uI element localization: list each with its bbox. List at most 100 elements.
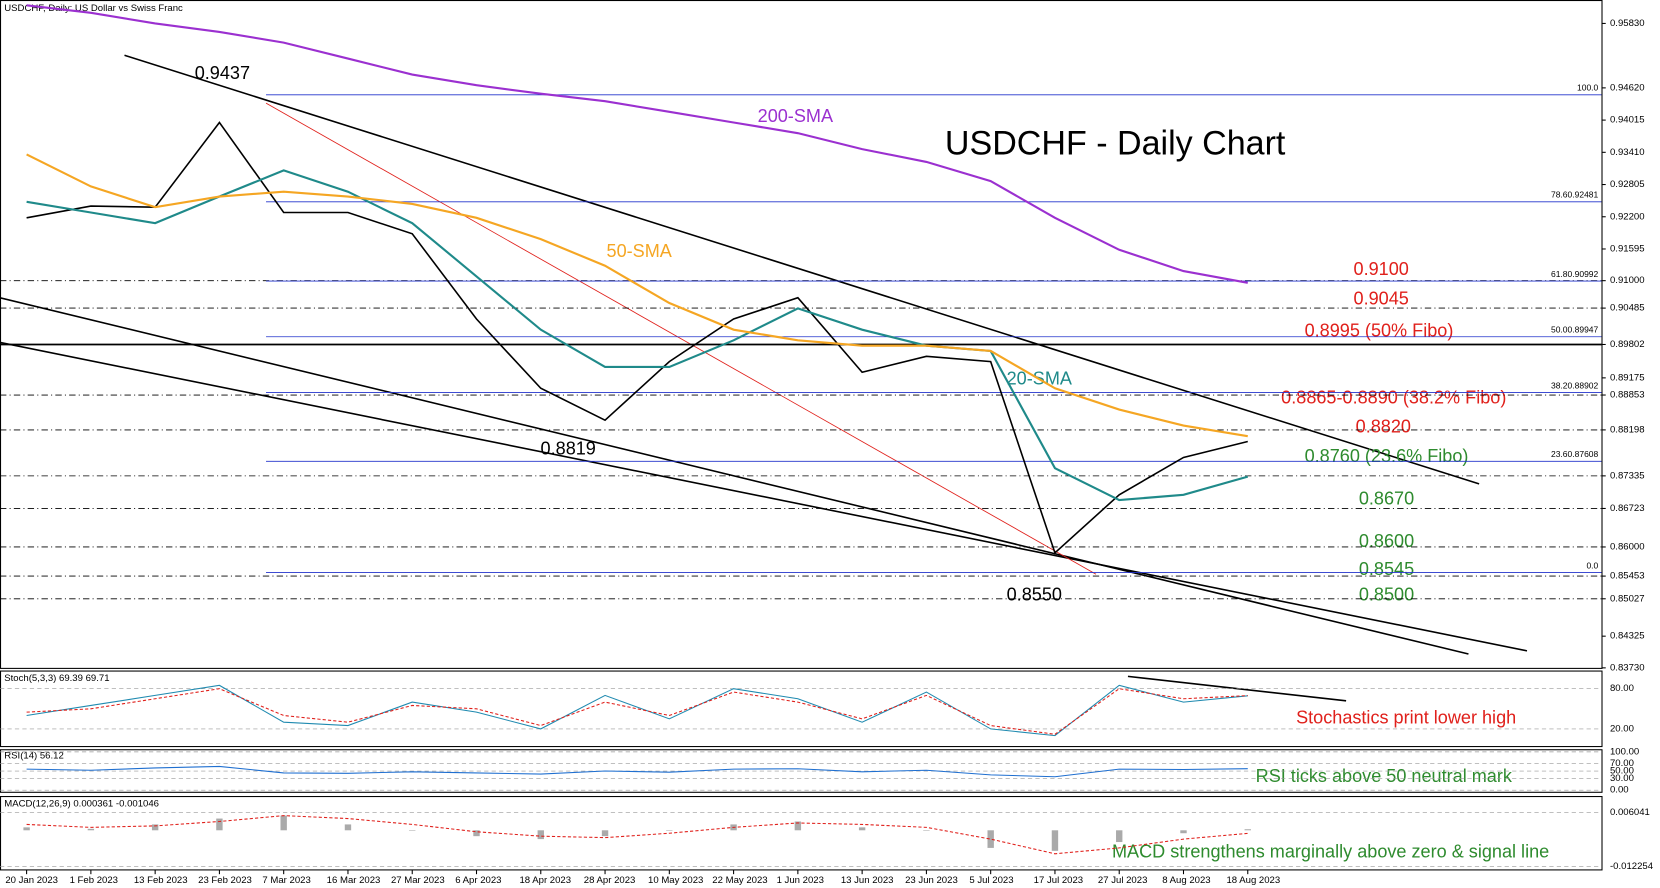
level-label: 0.8600 <box>1359 531 1414 551</box>
level-label: 0.8760 (23.6% Fibo) <box>1305 446 1469 466</box>
macd-bar <box>1244 829 1251 831</box>
price-line <box>26 153 1248 438</box>
y-tick-label: 0.84325 <box>1610 631 1645 642</box>
annotation: 0.8550 <box>1007 584 1062 604</box>
channel-bottom-2 <box>0 341 1528 652</box>
y-tick-label: 0.90485 <box>1610 303 1645 314</box>
macd-bar <box>151 824 159 831</box>
y-tick-label: 0.92805 <box>1610 179 1645 190</box>
macd-panel <box>0 796 1603 871</box>
level-label: 0.9045 <box>1354 289 1409 309</box>
x-tick-label: 13 Jun 2023 <box>841 875 894 886</box>
macd-bar <box>409 830 416 831</box>
stoch-d <box>26 688 1248 735</box>
macd-bar <box>601 830 609 837</box>
x-tick-label: 20 Jan 2023 <box>5 875 58 886</box>
stoch-k <box>26 684 1248 737</box>
price-line <box>26 121 1248 555</box>
fibo-label: 38.20.88902 <box>1551 380 1599 390</box>
fibo-label: 78.60.92481 <box>1551 190 1599 200</box>
x-tick-label: 23 Feb 2023 <box>198 875 252 886</box>
macd-header: MACD(12,26,9) 0.000361 -0.001046 <box>4 799 159 810</box>
x-tick-label: 13 Feb 2023 <box>134 875 188 886</box>
level-label: 0.8995 (50% Fibo) <box>1305 321 1454 341</box>
macd-bar <box>537 830 544 840</box>
x-tick-label: 27 Jul 2023 <box>1098 875 1147 886</box>
y-tick-label: 70.00 <box>1610 758 1634 769</box>
macd-bar <box>216 818 223 831</box>
annotation: 0.8819 <box>541 439 596 459</box>
macd-bar <box>923 830 930 831</box>
y-tick-label: 0.00 <box>1610 785 1629 796</box>
x-tick-label: 18 Apr 2023 <box>519 875 571 886</box>
y-tick-label: 0.88198 <box>1610 424 1645 435</box>
fibo-label: 61.80.90992 <box>1551 269 1599 279</box>
annotation: 0.9437 <box>195 63 250 83</box>
level-label: 0.8820 <box>1356 416 1411 436</box>
y-tick-label: 0.86723 <box>1610 503 1645 514</box>
x-tick-label: 7 Mar 2023 <box>262 875 310 886</box>
y-tick-label: 0.87335 <box>1610 470 1645 481</box>
x-tick-label: 1 Feb 2023 <box>70 875 118 886</box>
y-tick-label: 0.93410 <box>1610 147 1645 158</box>
macd-bar <box>858 827 866 831</box>
macd-bar <box>794 821 802 831</box>
macd-bar <box>87 828 95 831</box>
stoch-header: Stoch(5,3,3) 69.39 69.71 <box>4 673 109 684</box>
fibo-label: 0.0 <box>1586 560 1598 570</box>
y-tick-label: 0.85453 <box>1610 571 1645 582</box>
price-line <box>26 4 1248 284</box>
x-tick-label: 5 Jul 2023 <box>969 875 1013 886</box>
channel-top <box>124 54 1480 485</box>
y-tick-label: 0.86000 <box>1610 541 1645 552</box>
x-tick-label: 8 Aug 2023 <box>1162 875 1210 886</box>
y-tick-label: 0.94620 <box>1610 82 1645 93</box>
fibo-label: 100.0 <box>1577 83 1599 93</box>
y-tick-label: 100.00 <box>1610 746 1639 757</box>
x-tick-label: 6 Apr 2023 <box>455 875 501 886</box>
stoch-panel <box>0 670 1603 748</box>
macd-bar <box>1116 830 1123 843</box>
y-tick-label: 20.00 <box>1610 723 1634 734</box>
x-tick-label: 17 Jul 2023 <box>1034 875 1083 886</box>
x-tick-label: 23 Jun 2023 <box>905 875 958 886</box>
macd-bar <box>473 830 480 837</box>
fibo-label: 50.00.89947 <box>1551 325 1599 335</box>
y-tick-label: 0.83730 <box>1610 662 1645 673</box>
macd-bar <box>280 815 287 831</box>
level-label: 0.9100 <box>1354 259 1409 279</box>
y-tick-label: 0.006041 <box>1610 807 1650 818</box>
macd-bar <box>1180 830 1187 834</box>
macd-bar <box>987 830 994 848</box>
macd-bar <box>23 827 30 831</box>
macd-note: MACD strengthens marginally above zero &… <box>1112 842 1549 862</box>
x-tick-label: 27 Mar 2023 <box>391 875 445 886</box>
x-tick-label: 10 May 2023 <box>648 875 703 886</box>
y-tick-label: 0.89175 <box>1610 372 1645 383</box>
header: USDCHF, Daily: US Dollar vs Swiss Franc <box>4 3 183 14</box>
y-tick-label: 0.92200 <box>1610 211 1645 222</box>
y-tick-label: 0.91000 <box>1610 275 1645 286</box>
y-tick-label: 0.85027 <box>1610 593 1645 604</box>
x-tick-label: 1 Jun 2023 <box>777 875 824 886</box>
level-label: 0.8545 <box>1359 559 1414 579</box>
fibo-label: 23.60.87608 <box>1551 449 1599 459</box>
price-panel <box>0 0 1603 669</box>
x-tick-label: 18 Aug 2023 <box>1226 875 1280 886</box>
macd-signal <box>26 815 1248 855</box>
fibo-diagonal <box>265 102 1097 575</box>
y-tick-label: 0.89802 <box>1610 339 1645 350</box>
annotation: 200-SMA <box>758 106 834 126</box>
level-label: 0.8865-0.8890 (38.2% Fibo) <box>1281 388 1506 408</box>
level-label: 0.8670 <box>1359 489 1414 509</box>
y-tick-label: 0.94015 <box>1610 115 1645 126</box>
rsi-note: RSI ticks above 50 neutral mark <box>1256 766 1513 786</box>
trendlines <box>0 54 1528 702</box>
rsi-header: RSI(14) 56.12 <box>4 751 64 762</box>
level-label: 0.8500 <box>1359 584 1414 604</box>
macd-bar <box>344 824 352 831</box>
x-tick-label: 28 Apr 2023 <box>584 875 636 886</box>
macd-bar <box>666 830 673 831</box>
y-tick-label: 50.00 <box>1610 766 1634 777</box>
